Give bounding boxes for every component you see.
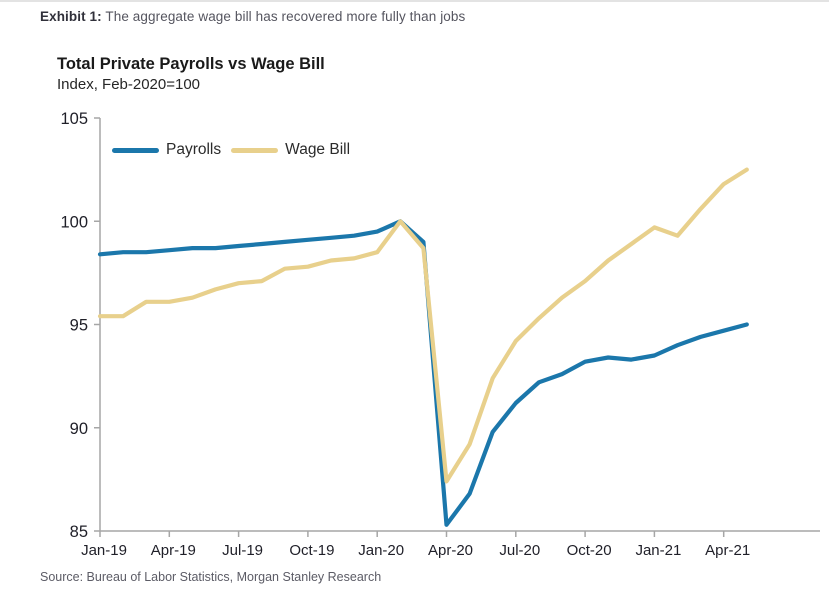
exhibit-text: The aggregate wage bill has recovered mo… <box>105 9 466 24</box>
x-tick-label: Apr-19 <box>151 542 196 559</box>
legend-item-wage-bill: Wage Bill <box>231 141 350 159</box>
legend-label-wage-bill: Wage Bill <box>285 141 351 158</box>
x-tick-label: Oct-19 <box>289 542 334 559</box>
x-tick-label: Jul-19 <box>222 542 263 559</box>
chart-subtitle: Index, Feb-2020=100 <box>57 76 201 93</box>
y-tick-label: 85 <box>70 523 88 541</box>
x-tick-label: Oct-20 <box>567 542 612 559</box>
y-tick-label: 100 <box>60 213 88 231</box>
line-chart: 85 90 95 100 105 Jan-19 Apr-19 Jul-19 Oct-19 Jan-… <box>60 110 820 559</box>
chart-title: Total Private Payrolls vs Wage Bill <box>57 55 325 73</box>
legend-item-payrolls: Payrolls <box>112 141 221 159</box>
y-tick-label: 105 <box>60 110 88 128</box>
y-tick-label: 90 <box>70 420 88 438</box>
x-tick-label: Jan-20 <box>358 542 404 559</box>
x-tick-label: Jan-21 <box>635 542 681 559</box>
y-tick-label: 95 <box>70 317 88 335</box>
top-divider <box>0 0 829 2</box>
chart-legend: Payrolls Wage Bill <box>112 141 350 159</box>
wage-bill-line-swatch <box>231 147 279 153</box>
payrolls-line <box>97 219 749 527</box>
wage-bill-line <box>97 167 749 484</box>
x-tick-label: Jul-20 <box>499 542 540 559</box>
exhibit-caption: Exhibit 1: The aggregate wage bill has r… <box>40 9 465 24</box>
exhibit-label: Exhibit 1: <box>40 9 102 24</box>
source-caption: Source: Bureau of Labor Statistics, Morg… <box>40 570 382 584</box>
x-tick-label: Apr-20 <box>428 542 473 559</box>
payrolls-line-swatch <box>112 147 159 153</box>
legend-label-payrolls: Payrolls <box>166 141 222 158</box>
x-tick-label: Apr-21 <box>705 542 750 559</box>
x-tick-label: Jan-19 <box>81 542 127 559</box>
